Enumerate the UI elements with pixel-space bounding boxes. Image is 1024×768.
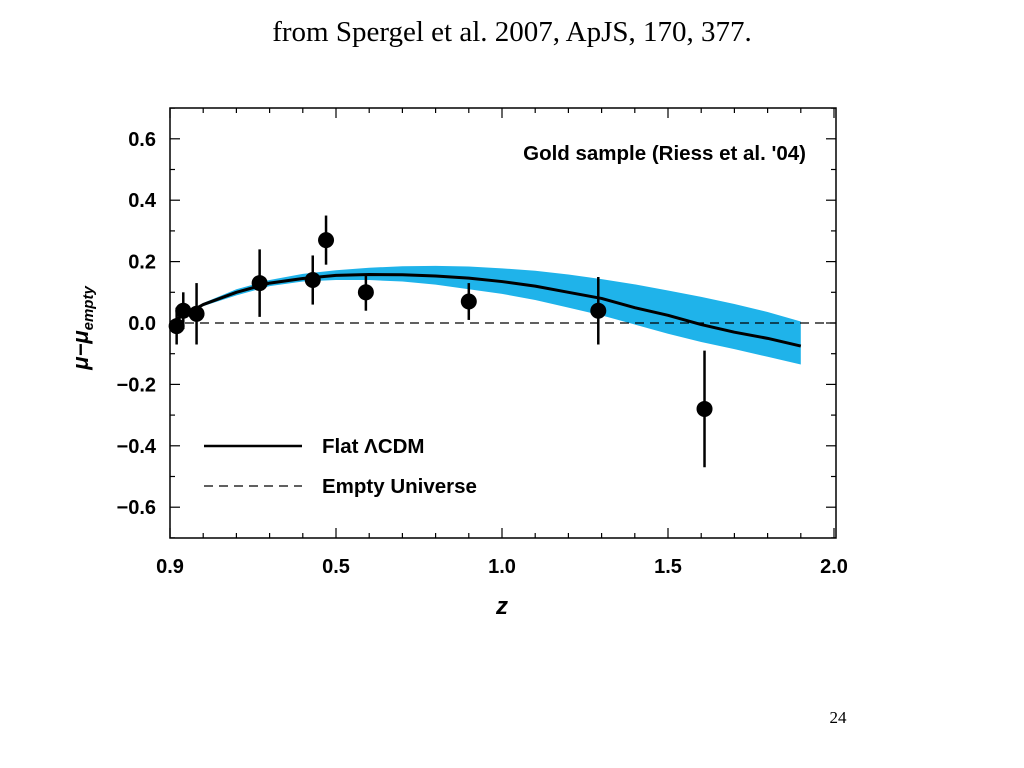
y-tick-label-6: −0.6 [117, 497, 156, 519]
data-point-9 [590, 302, 607, 319]
slide-title: from Spergel et al. 2007, ApJS, 170, 377… [272, 16, 752, 48]
y-tick-label-1: 0.4 [128, 190, 157, 212]
data-point-7 [357, 284, 374, 301]
chart-annotation: Gold sample (Riess et al. '04) [523, 142, 806, 165]
y-tick-label-3: 0.0 [128, 313, 156, 335]
x-tick-label-3: 1.5 [654, 556, 682, 578]
data-point-1 [168, 318, 185, 335]
page-number: 24 [829, 708, 847, 727]
x-axis-label: z [495, 593, 508, 620]
data-point-8 [460, 293, 477, 310]
lcdm-confidence-band-layer [170, 265, 801, 365]
lcdm-confidence-band [170, 265, 801, 365]
x-tick-label-2: 1.0 [488, 556, 516, 578]
y-axis-label: μ−μempty [68, 286, 97, 371]
legend: Flat ΛCDM Empty Universe [204, 435, 477, 498]
ticks-layer [169, 107, 836, 539]
legend-label-2: Empty Universe [322, 475, 477, 498]
y-axis-label-subscript: empty [80, 286, 97, 331]
y-tick-label-5: −0.4 [117, 436, 157, 458]
data-point-10 [696, 400, 713, 417]
x-tick-label-1: 0.5 [322, 556, 350, 578]
y-axis-label-main: μ−μ [68, 330, 93, 370]
data-point-3 [188, 305, 205, 322]
data-point-2 [175, 302, 192, 319]
chart-text-layer: Gold sample (Riess et al. '04) z μ−μempt… [68, 129, 848, 620]
lcdm-curve [169, 272, 802, 348]
x-tick-label-0: 0.9 [156, 556, 184, 578]
data-point-4 [251, 275, 268, 292]
data-points-layer [168, 215, 713, 468]
y-tick-label-2: 0.2 [128, 252, 156, 274]
data-point-6 [318, 232, 335, 249]
lcdm-curve-layer [169, 272, 802, 348]
y-tick-label-4: −0.2 [117, 374, 156, 396]
x-tick-label-4: 2.0 [820, 556, 848, 578]
y-tick-label-0: 0.6 [128, 129, 156, 151]
data-point-5 [304, 272, 321, 289]
legend-label-1: Flat ΛCDM [322, 435, 425, 458]
